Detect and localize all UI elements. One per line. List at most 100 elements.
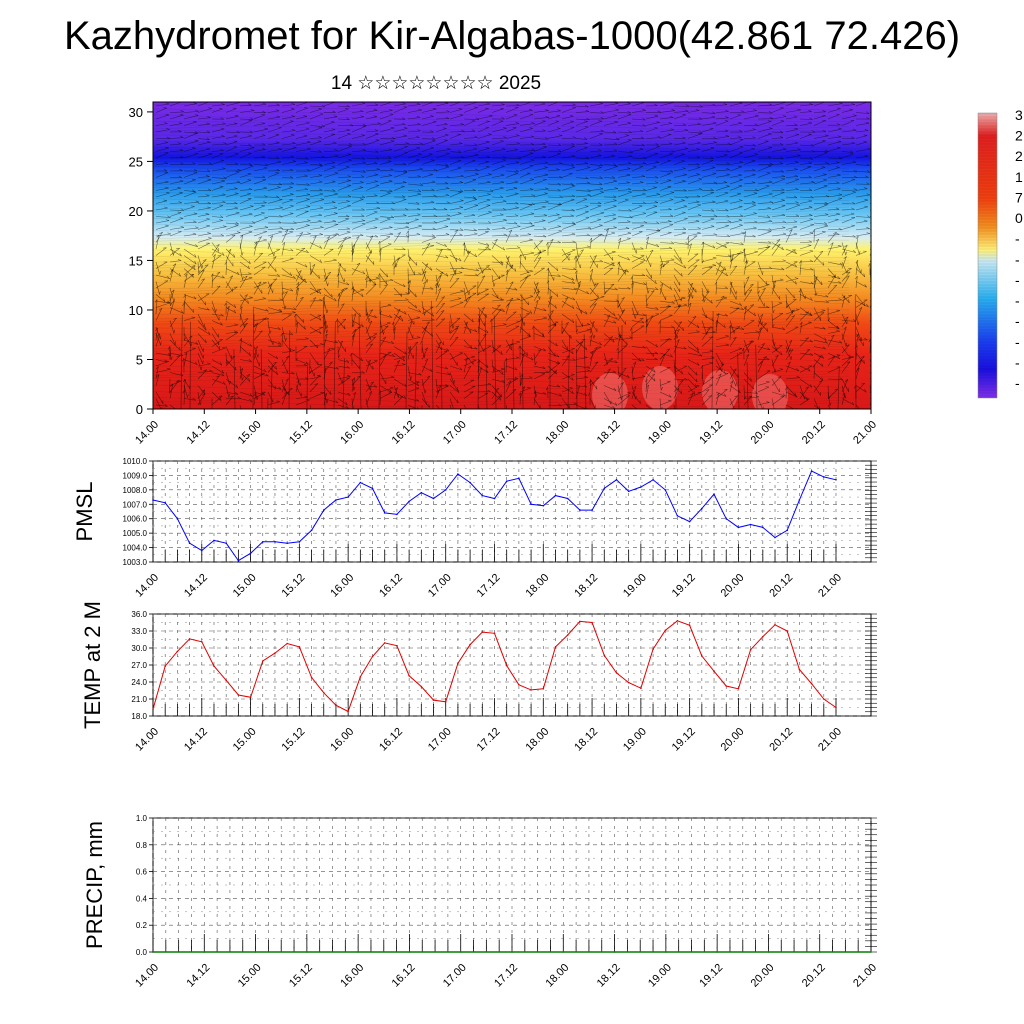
wind-arrow-head bbox=[405, 225, 409, 228]
wind-arrow-head bbox=[278, 182, 282, 185]
wind-arrow bbox=[463, 251, 471, 263]
wind-arrow bbox=[197, 339, 204, 352]
wind-arrow bbox=[197, 170, 211, 172]
wind-arrow bbox=[631, 281, 646, 285]
wind-arrow bbox=[155, 234, 160, 250]
wind-arrow-head bbox=[244, 294, 248, 297]
wind-arrow-head bbox=[593, 255, 597, 258]
wind-arrow-head bbox=[234, 192, 239, 194]
wind-arrow bbox=[351, 320, 364, 328]
wind-arrow-head bbox=[292, 141, 296, 144]
wind-arrow bbox=[673, 261, 686, 269]
wind-arrow bbox=[169, 143, 182, 146]
wind-arrow-head bbox=[292, 275, 296, 279]
wind-arrow bbox=[617, 334, 621, 347]
wind-arrow-head bbox=[626, 167, 631, 169]
wind-arrow-head bbox=[284, 291, 288, 294]
wind-arrow bbox=[239, 297, 253, 302]
wind-arrow-head bbox=[567, 253, 571, 256]
wind-arrow bbox=[617, 337, 633, 341]
wind-arrow-head bbox=[570, 120, 574, 122]
wind-arrow-head bbox=[881, 347, 884, 349]
wind-arrow bbox=[659, 129, 674, 133]
wind-arrow bbox=[561, 164, 575, 166]
wind-arrow-head bbox=[488, 173, 492, 175]
wind-arrow-head bbox=[336, 273, 340, 277]
wind-arrow-head bbox=[444, 181, 449, 185]
wind-arrow bbox=[561, 156, 576, 159]
wind-arrow bbox=[603, 164, 617, 166]
wind-arrow-head bbox=[430, 130, 434, 133]
wind-arrow-head bbox=[391, 321, 395, 326]
wind-arrow bbox=[491, 196, 504, 198]
wind-arrow bbox=[757, 287, 766, 302]
wind-arrow bbox=[491, 239, 498, 250]
wind-arrow bbox=[393, 254, 406, 263]
wind-arrow bbox=[547, 274, 561, 277]
wind-arrow bbox=[799, 118, 813, 120]
wind-arrow-head bbox=[177, 186, 181, 189]
wind-arrow bbox=[785, 204, 800, 211]
wind-arrow bbox=[155, 280, 169, 289]
wind-arrow bbox=[281, 268, 292, 276]
wind-arrow bbox=[757, 327, 762, 341]
wind-arrow bbox=[827, 330, 840, 334]
wind-arrow-head bbox=[695, 109, 700, 111]
wind-arrow bbox=[337, 261, 346, 272]
wind-arrow-head bbox=[331, 166, 336, 168]
wind-arrow bbox=[869, 164, 871, 165]
wind-arrow-head bbox=[738, 173, 742, 176]
wind-arrow-head bbox=[468, 291, 470, 295]
wind-arrow-head bbox=[402, 102, 406, 105]
wind-arrow bbox=[337, 218, 349, 224]
wind-arrow bbox=[701, 351, 714, 354]
wind-arrow bbox=[225, 115, 239, 120]
wind-arrow bbox=[281, 205, 294, 211]
wind-arrow-head bbox=[262, 143, 266, 146]
wind-arrow-head bbox=[544, 137, 549, 140]
wind-arrow-head bbox=[752, 168, 756, 171]
wind-arrow-head bbox=[793, 294, 795, 299]
wind-arrow-head bbox=[416, 115, 421, 118]
wind-arrow bbox=[575, 255, 581, 269]
wind-arrow-head bbox=[474, 346, 478, 350]
wind-arrow bbox=[309, 157, 325, 159]
wind-arrow-head bbox=[727, 220, 731, 223]
wind-arrow-head bbox=[628, 191, 632, 193]
wind-arrow bbox=[715, 352, 724, 366]
wind-arrow bbox=[477, 199, 491, 204]
wind-arrow bbox=[603, 138, 619, 141]
wind-arrow bbox=[365, 333, 378, 341]
wind-arrow bbox=[855, 276, 858, 289]
wind-arrow bbox=[281, 161, 297, 165]
wind-arrow-head bbox=[348, 159, 352, 161]
wind-arrow bbox=[239, 135, 252, 139]
wind-arrow-head bbox=[696, 330, 700, 333]
wind-arrow-head bbox=[347, 153, 351, 155]
wind-arrow bbox=[295, 175, 308, 178]
wind-arrow bbox=[225, 102, 240, 107]
wind-arrow-head bbox=[250, 117, 254, 120]
wind-arrow-head bbox=[649, 249, 654, 253]
wind-arrow bbox=[197, 333, 207, 344]
wind-arrow-head bbox=[347, 175, 351, 178]
wind-arrow bbox=[701, 218, 715, 224]
wind-arrow-head bbox=[455, 325, 460, 327]
wind-arrow bbox=[799, 207, 813, 211]
wind-arrow bbox=[659, 259, 675, 263]
wind-arrow-head bbox=[361, 102, 366, 104]
wind-arrow-head bbox=[724, 244, 727, 248]
wind-arrow-head bbox=[263, 238, 267, 241]
wind-arrow bbox=[197, 176, 210, 178]
wind-arrow-head bbox=[516, 142, 520, 145]
contour-line bbox=[153, 345, 850, 351]
wind-arrow bbox=[659, 153, 673, 159]
wind-arrow bbox=[169, 355, 181, 367]
wind-arrow-head bbox=[509, 414, 510, 417]
wind-arrow bbox=[449, 167, 462, 172]
wind-arrow-head bbox=[431, 137, 436, 140]
wind-arrow-head bbox=[335, 232, 339, 235]
wind-arrow-head bbox=[640, 136, 645, 139]
wind-arrow bbox=[589, 155, 602, 159]
wind-arrow bbox=[379, 243, 392, 250]
